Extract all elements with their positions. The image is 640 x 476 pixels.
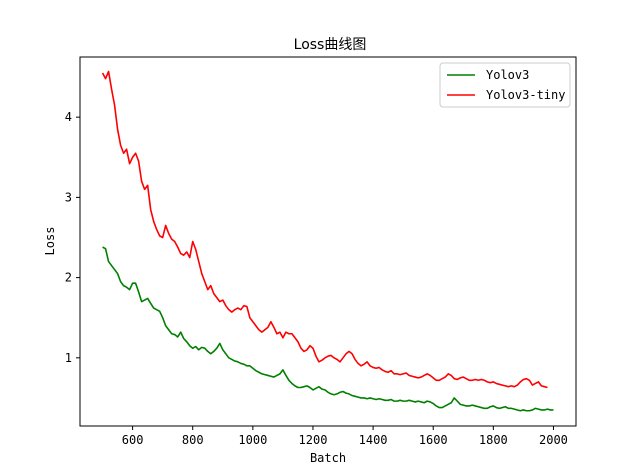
y-tick-label: 4 <box>65 110 72 124</box>
legend-label-yolov3-tiny: Yolov3-tiny <box>486 88 565 102</box>
legend-box <box>439 62 571 108</box>
y-tick-label: 2 <box>65 271 72 285</box>
x-tick-label: 1400 <box>359 433 388 447</box>
y-tick-label: 3 <box>65 190 72 204</box>
x-axis-label: Batch <box>310 451 346 465</box>
x-tick-label: 2000 <box>539 433 568 447</box>
legend-label-yolov3: Yolov3 <box>486 68 529 82</box>
x-tick-label: 800 <box>182 433 204 447</box>
x-tick-label: 1600 <box>419 433 448 447</box>
chart-title: Loss曲线图 <box>294 37 367 53</box>
series-line-yolov3 <box>102 246 554 412</box>
y-axis: 1 2 3 4 <box>65 110 80 365</box>
legend: Yolov3 Yolov3-tiny <box>439 62 571 108</box>
x-axis: 600 800 1000 1200 1400 1600 1800 2000 <box>122 426 568 447</box>
x-tick-label: 1000 <box>238 433 267 447</box>
plot-area <box>79 56 577 427</box>
y-tick-label: 1 <box>65 351 72 365</box>
series-line-yolov3-tiny <box>101 70 548 389</box>
series-lines <box>101 70 554 412</box>
x-tick-label: 1800 <box>479 433 508 447</box>
y-axis-label: Loss <box>43 227 57 256</box>
x-tick-label: 600 <box>122 433 144 447</box>
x-tick-label: 1200 <box>299 433 328 447</box>
